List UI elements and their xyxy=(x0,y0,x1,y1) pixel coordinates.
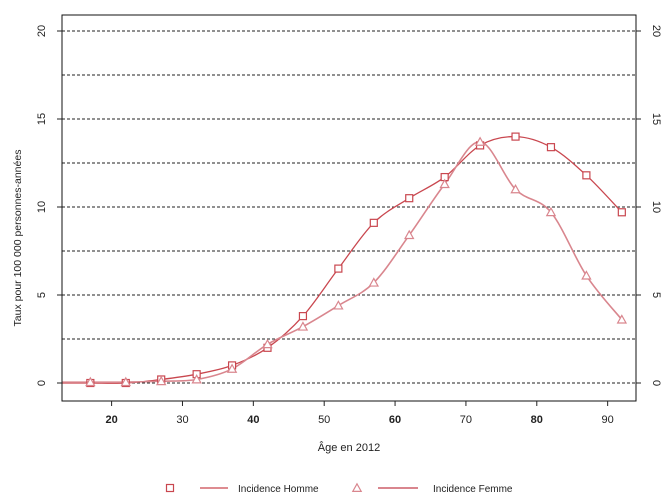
y-tick-label-right: 5 xyxy=(650,292,662,298)
plot-frame xyxy=(61,14,637,402)
y-tick-label: 20 xyxy=(36,25,48,37)
square-marker xyxy=(511,132,520,141)
triangle-marker xyxy=(404,229,415,240)
triangle-marker xyxy=(226,363,238,373)
marker-layer xyxy=(85,132,628,388)
grid-layer xyxy=(62,30,636,384)
y-tick-label: 15 xyxy=(36,113,48,125)
y-tick-label-right: 20 xyxy=(650,25,662,37)
square-marker xyxy=(334,264,343,273)
x-tick-label: 30 xyxy=(176,414,188,426)
legend-label: Incidence Homme xyxy=(238,484,319,495)
square-marker xyxy=(298,312,308,321)
square-marker xyxy=(546,143,556,152)
triangle-marker xyxy=(510,183,521,194)
square-marker xyxy=(617,208,626,217)
triangle-marker xyxy=(155,375,167,386)
triangle-marker xyxy=(297,321,309,331)
triangle-marker xyxy=(616,314,628,324)
x-tick-label: 80 xyxy=(531,414,543,426)
legend-marker xyxy=(165,483,175,493)
y-tick-label: 10 xyxy=(36,201,48,213)
x-tick-label: 60 xyxy=(389,414,401,426)
x-tick-label: 90 xyxy=(602,414,614,426)
series-line-homme xyxy=(62,135,623,384)
triangle-marker xyxy=(545,206,557,217)
triangle-marker xyxy=(368,277,380,287)
x-tick-label: 40 xyxy=(247,414,259,426)
square-marker xyxy=(369,218,378,227)
y-tick-label: 0 xyxy=(36,380,48,386)
square-marker xyxy=(582,171,591,180)
y-tick-label-right: 0 xyxy=(650,380,662,386)
triangle-marker xyxy=(439,178,450,189)
axis-layer: 20 30 40 50 60 70 80 90 0 0 5 5 10 10 15 15 20 20 xyxy=(36,25,662,426)
y-tick-label: 5 xyxy=(36,292,48,298)
triangle-marker xyxy=(85,376,96,387)
triangle-marker xyxy=(333,300,344,310)
triangle-marker xyxy=(581,270,592,280)
triangle-marker xyxy=(262,338,273,349)
legend-marker xyxy=(351,482,363,492)
y-tick-label-right: 15 xyxy=(650,113,662,125)
y-axis-label: Taux pour 100 000 personnes-années xyxy=(12,150,24,327)
legend-label: Incidence Femme xyxy=(433,484,513,495)
x-axis-label: Âge en 2012 xyxy=(318,441,380,454)
square-marker xyxy=(405,194,414,203)
x-tick-label: 70 xyxy=(460,414,472,426)
triangle-marker xyxy=(120,376,131,387)
triangle-marker xyxy=(474,136,486,146)
series-layer xyxy=(61,135,623,384)
x-tick-label: 50 xyxy=(318,414,330,426)
y-tick-label-right: 10 xyxy=(650,201,662,213)
triangle-marker xyxy=(191,374,202,384)
legend: Incidence Homme Incidence Femme xyxy=(165,482,513,495)
x-tick-label: 20 xyxy=(105,414,117,426)
series-line-femme xyxy=(61,141,623,383)
